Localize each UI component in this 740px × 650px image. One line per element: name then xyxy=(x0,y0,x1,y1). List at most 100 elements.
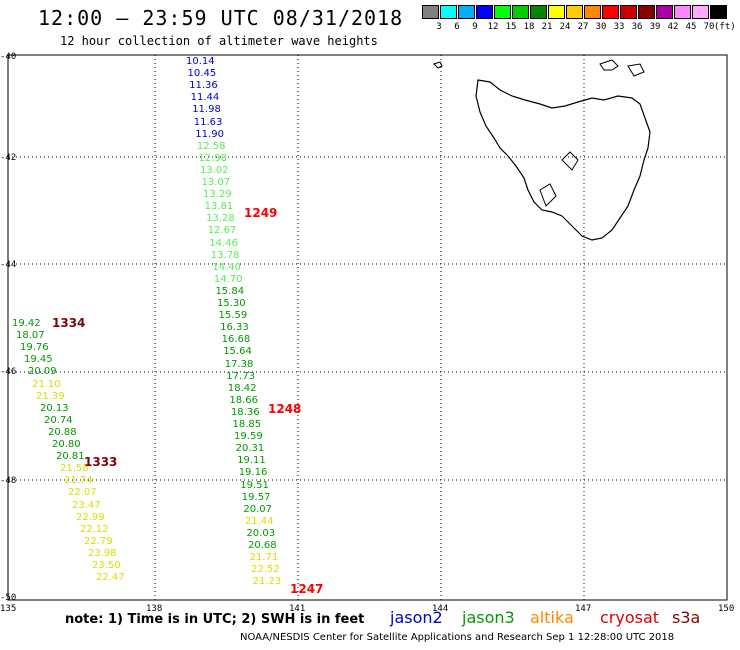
legend-swatch xyxy=(602,5,619,19)
wave-height-value: 20.07 xyxy=(243,503,272,515)
legend-label: 45 xyxy=(685,22,697,32)
legend-label: 15 xyxy=(505,22,517,32)
pass-number-label: 1248 xyxy=(268,402,302,416)
wave-height-value: 15.59 xyxy=(218,310,248,322)
tasmania-coastline xyxy=(475,79,651,241)
lon-label: 141 xyxy=(289,604,306,614)
legend-label: 33 xyxy=(613,22,625,32)
legend-label: 18 xyxy=(523,22,535,32)
legend-label: 30 xyxy=(595,22,607,32)
legend-swatch xyxy=(422,5,439,19)
wave-height-value: 13.02 xyxy=(199,164,229,176)
wave-height-value: 14.46 xyxy=(209,237,238,249)
satellite-label: jason2 xyxy=(390,608,443,627)
wave-height-value: 22.52 xyxy=(251,564,280,576)
wave-height-value: 16.68 xyxy=(221,334,251,346)
legend-label: 39 xyxy=(649,22,661,32)
wave-height-value: 20.03 xyxy=(246,527,276,539)
legend-label: 27 xyxy=(577,22,589,32)
legend-swatch xyxy=(620,5,637,19)
wave-height-value: 11.44 xyxy=(190,92,220,104)
wave-height-value: 10.45 xyxy=(187,68,217,80)
wave-height-value: 11.90 xyxy=(195,128,224,140)
wave-height-value: 11.36 xyxy=(189,80,218,92)
legend-label: 24 xyxy=(559,22,571,32)
legend-swatch xyxy=(512,5,529,19)
wave-height-value: 12.67 xyxy=(207,225,237,237)
legend-swatch xyxy=(458,5,475,19)
satellite-label: s3a xyxy=(672,608,701,627)
wave-height-value: 18.36 xyxy=(230,406,260,418)
wave-height-value: 21.71 xyxy=(249,552,279,564)
wave-height-value: 18.42 xyxy=(227,382,257,394)
wave-height-value: 19.45 xyxy=(24,354,53,366)
legend-swatch xyxy=(494,5,511,19)
wave-height-value: 22.79 xyxy=(84,535,113,547)
lon-label: 147 xyxy=(575,604,592,614)
wave-height-value: 19.76 xyxy=(20,342,49,354)
wave-height-value: 20.88 xyxy=(48,426,77,438)
legend-swatch xyxy=(530,5,547,19)
wave-height-value: 15.84 xyxy=(215,285,245,297)
lat-label: -46 xyxy=(0,367,17,377)
wave-height-value: 21.44 xyxy=(244,515,274,527)
lon-label: 138 xyxy=(146,604,163,614)
wave-height-value: 22.47 xyxy=(96,572,125,584)
map-frame xyxy=(7,54,728,601)
wave-height-value: 19.11 xyxy=(237,455,266,467)
wave-height-value: 19.51 xyxy=(240,479,269,491)
wave-height-value: 19.16 xyxy=(238,467,268,479)
wave-height-value: 21.58 xyxy=(60,463,89,475)
lon-label: 150 xyxy=(718,604,735,614)
wave-height-value: 22.12 xyxy=(80,523,109,535)
wave-height-value: 12.58 xyxy=(196,140,226,152)
legend-swatch xyxy=(548,5,565,19)
satellite-label: cryosat xyxy=(600,608,660,627)
legend-label: 6 xyxy=(454,22,460,32)
legend-swatch xyxy=(692,5,709,19)
legend-label: 42 xyxy=(667,22,679,32)
wave-height-value: 13.81 xyxy=(204,201,234,213)
map-subtitle: 12 hour collection of altimeter wave hei… xyxy=(60,34,378,48)
wave-height-value: 18.66 xyxy=(229,394,259,406)
lat-label: -40 xyxy=(0,52,17,62)
wave-height-value: 17.73 xyxy=(226,370,255,382)
pass-number-label: 1333 xyxy=(84,455,118,469)
wave-height-value: 20.13 xyxy=(40,402,69,414)
wave-height-value: 19.59 xyxy=(234,431,263,443)
wave-height-value: 19.42 xyxy=(12,318,41,329)
satellite-label: jason3 xyxy=(462,608,515,627)
wave-height-value: 13.07 xyxy=(201,177,231,188)
legend-unit: (ft) xyxy=(714,22,736,32)
wave-height-value: 13.29 xyxy=(203,189,232,201)
wave-height-value: 10.14 xyxy=(186,56,215,67)
pass-number-label: 1334 xyxy=(52,316,86,330)
legend-swatch xyxy=(476,5,493,19)
wave-height-value: 22.99 xyxy=(76,511,105,523)
wave-height-value: 20.68 xyxy=(248,540,277,551)
wave-height-value: 23.50 xyxy=(92,560,121,571)
legend-label: 21 xyxy=(541,22,553,32)
graticule xyxy=(8,55,727,600)
legend-label: 3 xyxy=(436,22,442,32)
wave-height-value: 14.70 xyxy=(213,273,243,285)
wave-height-value: 20.74 xyxy=(44,414,73,426)
legend-swatch xyxy=(440,5,457,19)
legend-swatch xyxy=(656,5,673,19)
pass-number-label: 1247 xyxy=(290,582,324,596)
map-title: 12:00 — 23:59 UTC 08/31/2018 xyxy=(38,6,404,30)
wave-height-value: 22.07 xyxy=(68,487,97,499)
wave-height-value: 15.64 xyxy=(223,346,252,358)
legend-label: 9 xyxy=(472,22,478,32)
legend-label: 36 xyxy=(631,22,643,32)
lon-label: 135 xyxy=(0,604,17,614)
wave-height-value: 12.98 xyxy=(198,152,228,164)
legend-label: 12 xyxy=(487,22,499,32)
wave-height-value: 11.98 xyxy=(192,104,221,116)
lat-label: -42 xyxy=(0,153,17,163)
wave-height-value: 13.78 xyxy=(210,249,240,261)
wave-height-value: 20.81 xyxy=(56,451,85,463)
lat-label: -44 xyxy=(0,260,17,270)
pass-number-label: 1249 xyxy=(244,206,278,220)
